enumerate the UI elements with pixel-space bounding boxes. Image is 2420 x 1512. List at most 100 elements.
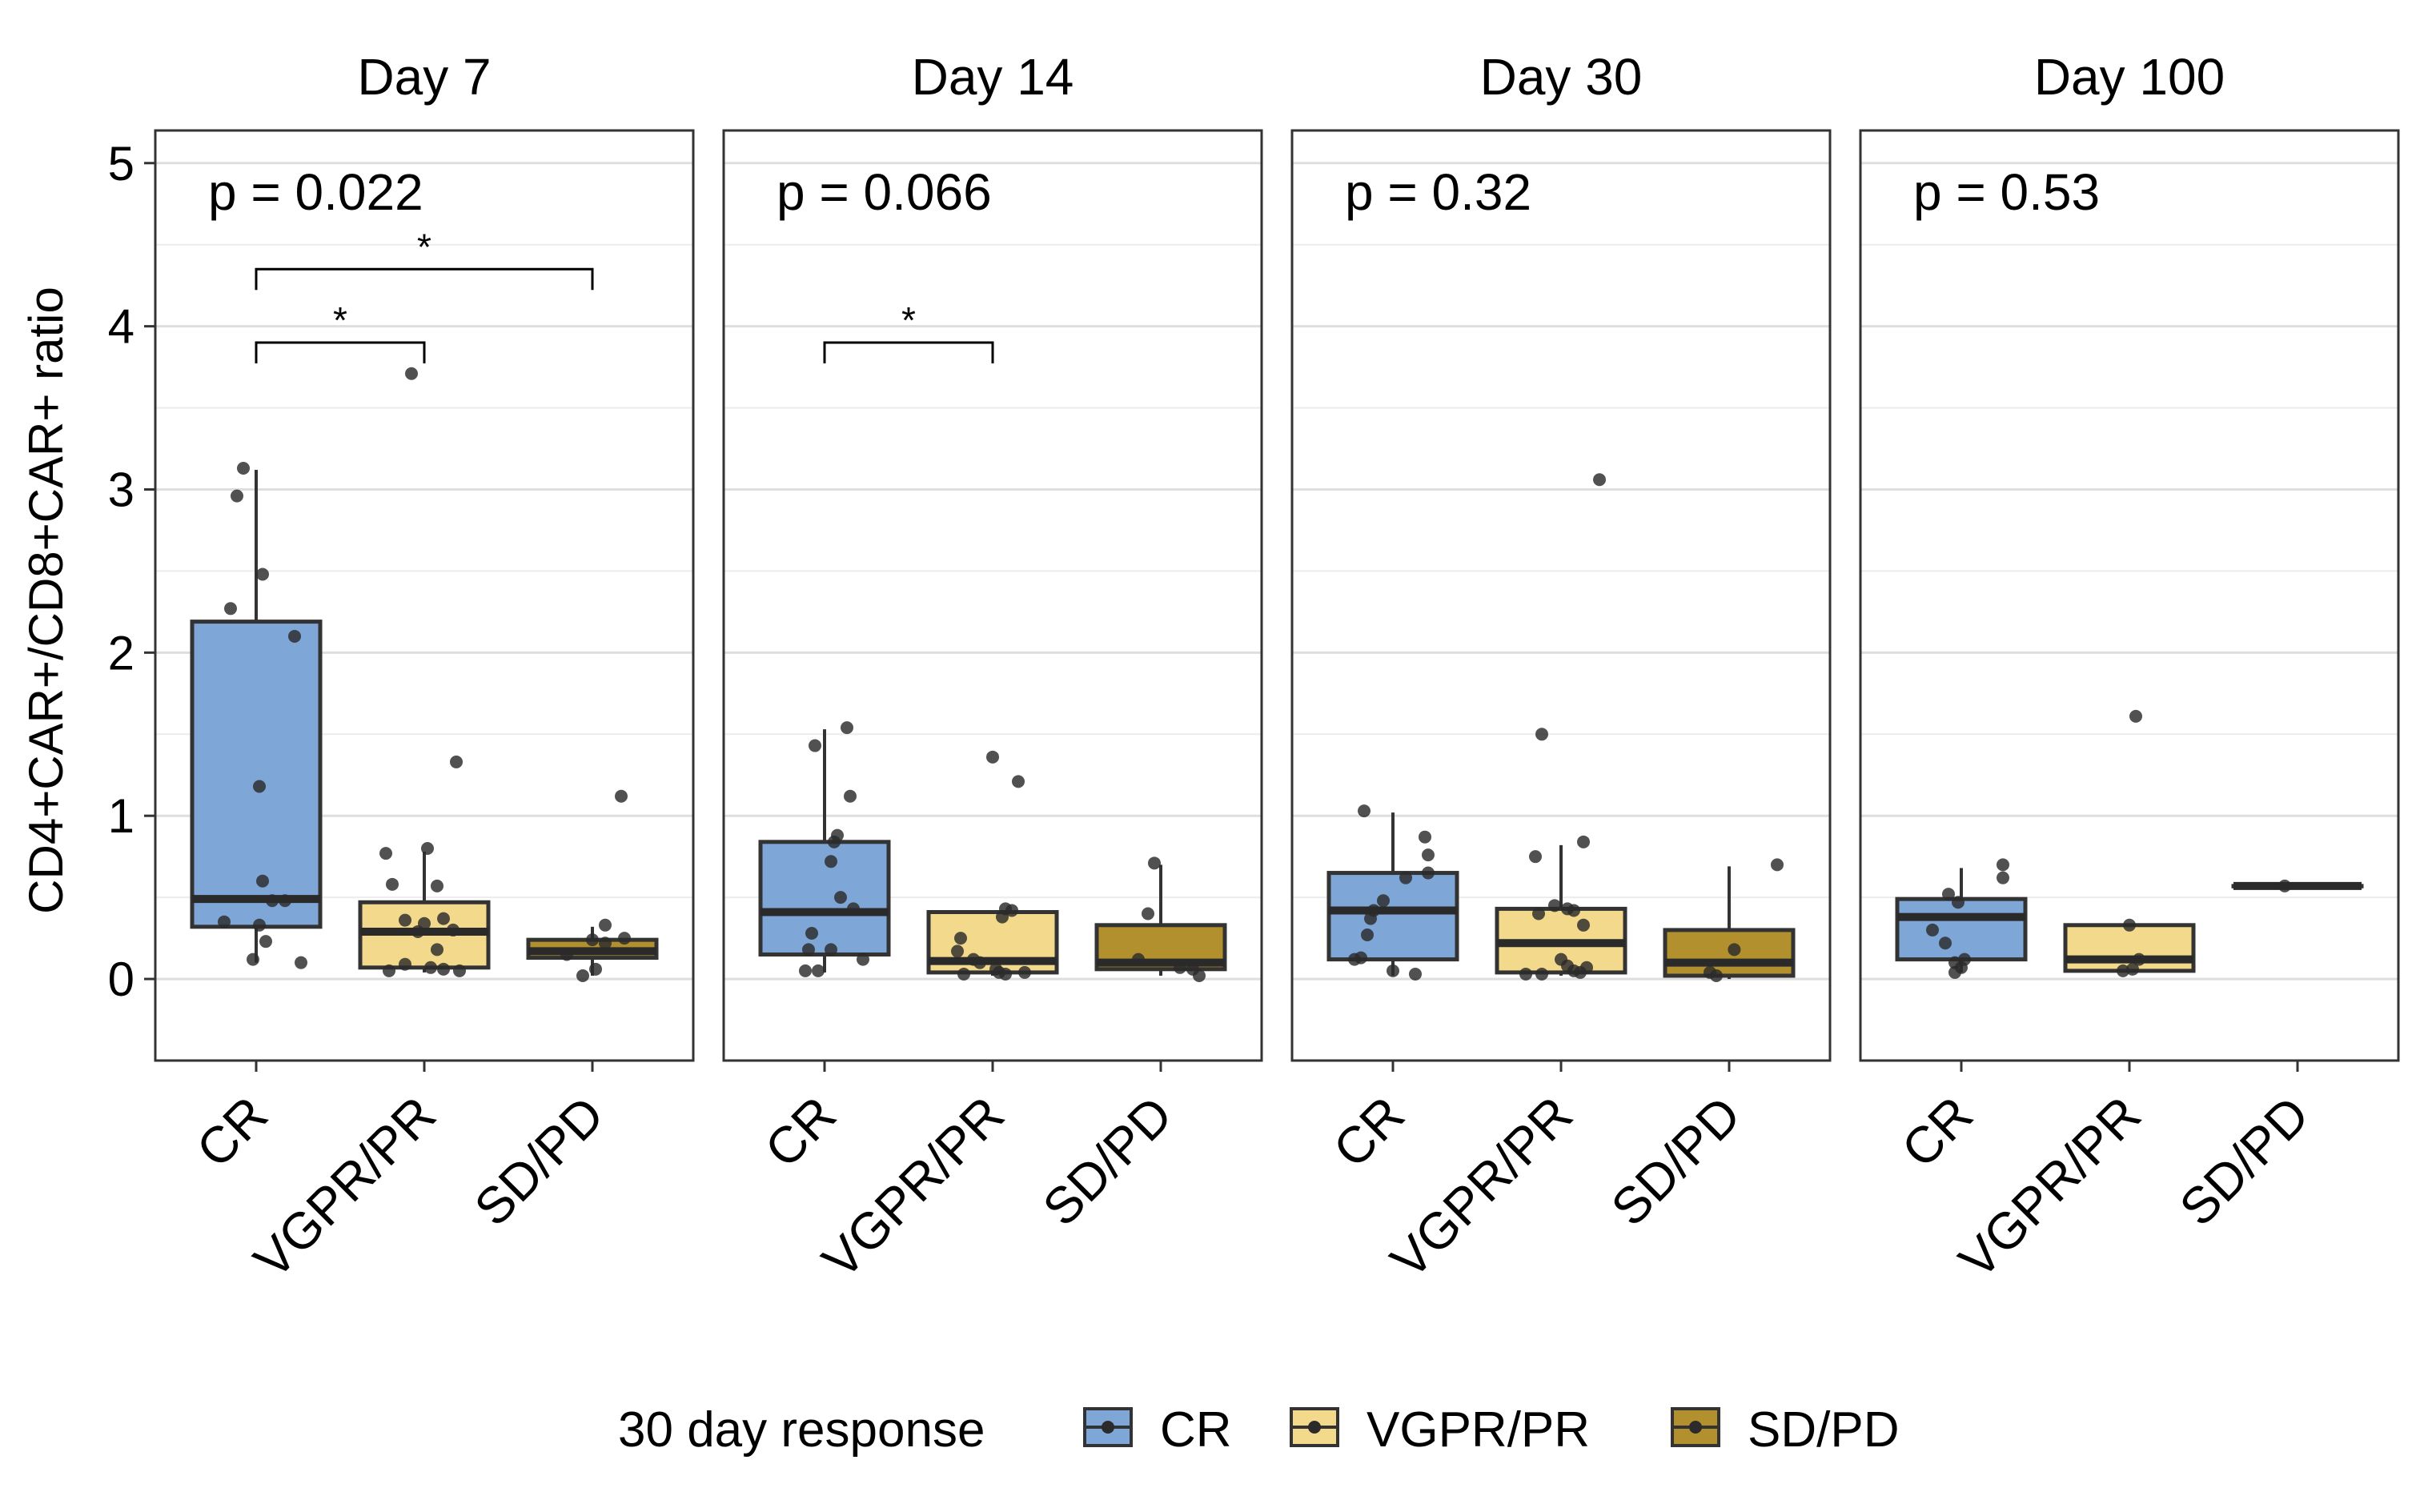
data-point [1419, 830, 1431, 844]
data-point [560, 948, 573, 961]
data-point [1193, 969, 1206, 982]
data-point [1580, 961, 1593, 974]
data-point [1358, 804, 1371, 818]
data-point [411, 924, 424, 938]
x-tick-label: SD/PD [1600, 1085, 1752, 1237]
data-point [825, 855, 837, 868]
box-group [358, 367, 491, 977]
data-point [1926, 923, 1939, 936]
data-point [1952, 896, 1964, 909]
data-point [399, 957, 411, 971]
data-point [844, 789, 857, 803]
y-tick-label: 2 [108, 626, 134, 680]
data-point [424, 961, 437, 974]
data-point [1529, 850, 1542, 864]
data-point [1567, 904, 1580, 917]
data-point [253, 780, 266, 793]
x-tick-label: VGPR/PR [1379, 1085, 1583, 1289]
data-point [1012, 775, 1025, 788]
data-point [431, 943, 443, 957]
data-point [1535, 728, 1548, 741]
legend-label: CR [1160, 1402, 1232, 1458]
x-tick-label: SD/PD [2169, 1085, 2320, 1237]
p-value-label: p = 0.066 [777, 163, 992, 221]
data-point [576, 969, 589, 982]
data-point [986, 750, 999, 764]
data-point [1771, 858, 1784, 872]
significance-bracket [823, 341, 994, 364]
y-tick-label: 5 [108, 137, 134, 191]
data-point [247, 953, 259, 966]
legend-item: VGPR/PR [1290, 1402, 1590, 1458]
data-point [2278, 879, 2291, 892]
y-tick-label: 4 [108, 300, 134, 354]
p-value-label: p = 0.53 [1913, 163, 2100, 221]
legend-label: SD/PD [1748, 1402, 1899, 1458]
data-point [386, 877, 399, 891]
data-point [1399, 871, 1412, 884]
data-point [599, 936, 612, 950]
data-point [399, 913, 411, 927]
data-point [1997, 871, 2009, 884]
data-point [973, 956, 986, 969]
data-point [1997, 858, 2009, 872]
y-tick-label: 3 [108, 463, 134, 516]
data-point [825, 943, 837, 957]
panel-title: Day 100 [2034, 48, 2225, 106]
data-point [1142, 907, 1154, 920]
data-point [1532, 907, 1545, 920]
p-value-label: p = 0.022 [208, 163, 423, 221]
data-point [1132, 953, 1145, 966]
data-point [431, 879, 443, 892]
data-point [1348, 953, 1361, 966]
data-point [253, 918, 266, 932]
y-tick-label: 1 [108, 789, 134, 843]
data-point [857, 953, 869, 966]
data-point [256, 568, 269, 581]
data-point [951, 944, 964, 958]
data-point [618, 932, 631, 945]
data-point [231, 489, 243, 503]
legend-item: SD/PD [1671, 1402, 1899, 1458]
data-point [1593, 473, 1606, 487]
data-point [383, 964, 395, 977]
box-group [1663, 858, 1796, 982]
data-point [1364, 912, 1377, 925]
data-point [447, 923, 460, 936]
data-point [615, 789, 628, 803]
legend-label: VGPR/PR [1367, 1402, 1590, 1458]
data-point [999, 967, 1012, 981]
data-point [805, 926, 818, 940]
data-point [1939, 936, 1952, 950]
data-point [379, 847, 392, 860]
data-point [1948, 965, 1961, 979]
data-point [954, 932, 967, 945]
data-point [450, 755, 463, 768]
data-point [589, 962, 602, 976]
box [758, 840, 891, 957]
data-point [802, 943, 815, 957]
data-point [1377, 894, 1390, 908]
box-group [1326, 804, 1459, 981]
data-point [1174, 961, 1186, 974]
data-point [405, 367, 418, 380]
data-point [437, 912, 450, 925]
box [190, 620, 323, 929]
x-tick-label: VGPR/PR [243, 1085, 447, 1289]
legend-title: 30 day response [618, 1402, 985, 1458]
legend-key-point [1102, 1421, 1114, 1434]
data-point [841, 721, 853, 735]
legend-key-point [1689, 1421, 1702, 1434]
data-point [809, 739, 821, 752]
data-point [259, 935, 272, 949]
data-point [1577, 835, 1590, 848]
legend-item: CR [1083, 1402, 1232, 1458]
data-point [295, 956, 307, 969]
x-tick-label: VGPR/PR [1948, 1085, 2152, 1289]
significance-bracket [255, 267, 594, 291]
data-point [828, 835, 841, 848]
data-point [224, 602, 237, 616]
data-point [1535, 967, 1548, 981]
